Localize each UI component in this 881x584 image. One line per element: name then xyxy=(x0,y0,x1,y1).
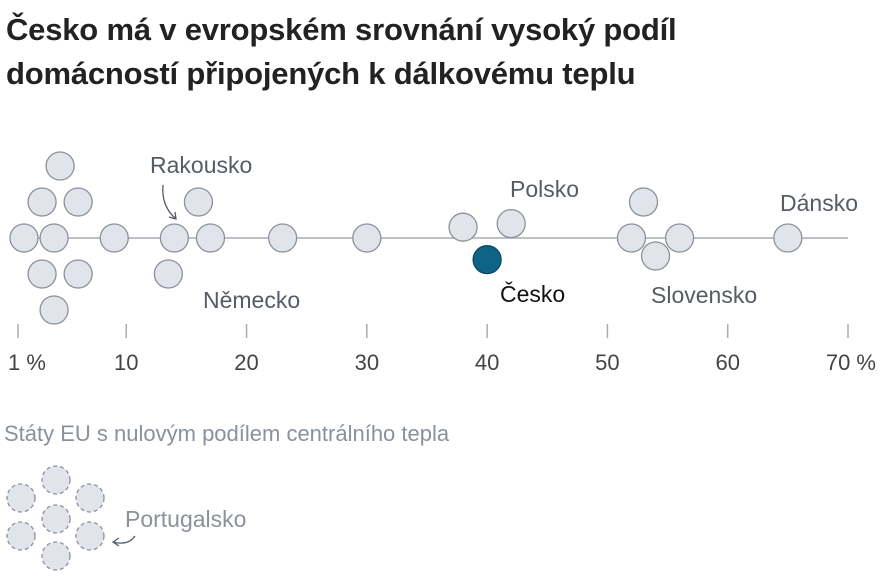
data-point xyxy=(45,151,75,181)
data-point xyxy=(39,223,69,253)
zero-group-point xyxy=(41,541,71,571)
data-point-highlight xyxy=(472,244,502,275)
data-point xyxy=(195,223,226,253)
point-layer xyxy=(9,151,803,325)
data-point xyxy=(27,187,57,217)
x-tick-label: 30 xyxy=(355,350,379,375)
data-point xyxy=(63,259,93,289)
zero-group-point xyxy=(75,483,105,513)
data-point xyxy=(99,223,129,253)
chart-title-line-2: domácností připojených k dálkovému teplu xyxy=(6,56,636,91)
data-point xyxy=(63,187,93,217)
portugalsko-arrowhead xyxy=(111,537,120,547)
data-point xyxy=(9,223,39,253)
label-nemecko: Německo xyxy=(203,287,300,313)
data-point xyxy=(448,212,478,242)
x-tick-label: 60 xyxy=(715,350,739,375)
portugalsko-arrow xyxy=(112,535,136,544)
x-axis: 1 % 10 20 30 40 50 60 70 % xyxy=(8,324,876,375)
data-point xyxy=(153,259,184,289)
label-dansko: Dánsko xyxy=(780,190,858,216)
rakousko-arrowhead xyxy=(168,211,177,220)
chart-title: Česko má v evropském srovnání vysoký pod… xyxy=(6,8,876,96)
x-tick-label: 10 xyxy=(114,350,138,375)
data-point xyxy=(628,187,659,217)
zero-group-subtitle: Státy EU s nulovým podílem centrálního t… xyxy=(4,421,450,446)
chart-title-line-1: Česko má v evropském srovnání vysoký pod… xyxy=(6,12,677,47)
label-slovensko: Slovensko xyxy=(651,282,757,308)
data-point xyxy=(267,223,298,253)
data-point xyxy=(664,223,695,253)
zero-group-point xyxy=(41,465,71,495)
label-rakousko: Rakousko xyxy=(150,152,252,178)
data-point xyxy=(39,295,69,325)
x-tick-label: 70 % xyxy=(826,350,876,375)
label-cesko: Česko xyxy=(500,280,565,307)
data-point xyxy=(159,223,190,253)
data-point xyxy=(27,259,57,289)
rakousko-arrow xyxy=(162,184,177,220)
x-tick-label: 1 % xyxy=(8,350,46,375)
zero-group-points xyxy=(6,465,105,571)
x-tick-label: 50 xyxy=(595,350,619,375)
data-point xyxy=(773,223,803,253)
data-point xyxy=(496,208,526,239)
x-tick-label: 20 xyxy=(234,350,258,375)
zero-group-point xyxy=(6,521,36,551)
data-point xyxy=(352,223,382,253)
label-portugalsko: Portugalsko xyxy=(125,506,246,532)
data-point xyxy=(183,187,214,217)
zero-group-point xyxy=(41,504,71,534)
zero-group-point xyxy=(75,521,105,551)
data-point xyxy=(616,223,647,253)
zero-group-point xyxy=(6,483,36,513)
x-tick-label: 40 xyxy=(475,350,499,375)
label-polsko: Polsko xyxy=(510,176,579,202)
data-point xyxy=(640,241,671,271)
